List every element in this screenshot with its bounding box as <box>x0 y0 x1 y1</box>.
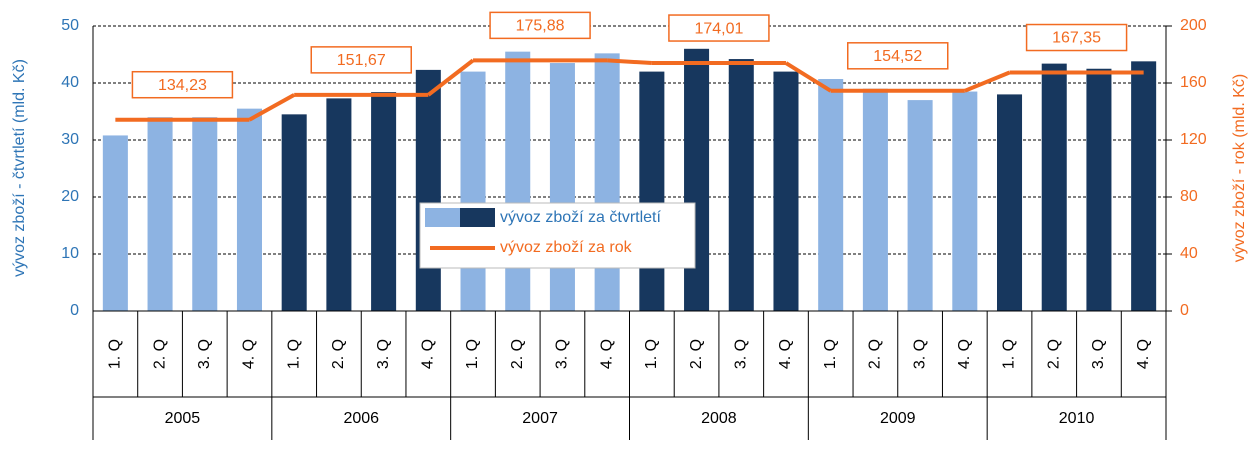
x-tick-label: 1. Q <box>1001 339 1018 369</box>
y-tick-label: 20 <box>61 188 79 205</box>
x-tick-label: 1. Q <box>643 339 660 369</box>
label-box <box>489 11 591 40</box>
line-connector <box>964 70 1011 93</box>
bar <box>684 48 710 312</box>
x-tick-label: 4. Q <box>777 339 794 369</box>
year-label: 2008 <box>701 410 737 427</box>
label-box <box>1025 23 1128 52</box>
year-label: 2010 <box>1059 410 1095 427</box>
label-box <box>847 42 949 70</box>
bar <box>639 71 665 311</box>
data-label: 174,01 <box>694 20 743 37</box>
x-tick-label: 4. Q <box>956 339 973 369</box>
data-label: 167,35 <box>1052 30 1101 47</box>
bar <box>549 63 575 311</box>
bar <box>281 114 307 311</box>
y2-tick-label: 160 <box>1180 74 1207 91</box>
bar <box>773 71 799 311</box>
data-label: 134,23 <box>158 77 207 94</box>
year-label: 2009 <box>880 410 916 427</box>
x-tick-label: 4. Q <box>1135 339 1152 369</box>
y-tick-label: 30 <box>61 131 79 148</box>
bar <box>147 117 173 311</box>
line-connector <box>607 58 652 66</box>
x-tick-label: 3. Q <box>911 339 928 369</box>
bar <box>460 71 486 311</box>
bar <box>907 100 933 311</box>
bar <box>862 88 888 311</box>
bar <box>415 69 441 311</box>
x-tick-label: 3. Q <box>196 339 213 369</box>
x-tick-label: 1. Q <box>107 339 124 369</box>
label-box <box>131 70 234 99</box>
x-tick-label: 1. Q <box>822 339 839 369</box>
x-tick-label: 2. Q <box>151 339 168 369</box>
x-tick-label: 3. Q <box>375 339 392 369</box>
year-label: 2005 <box>165 410 201 427</box>
y-tick-label: 10 <box>61 245 79 262</box>
legend-swatch <box>425 208 460 227</box>
bar <box>997 94 1023 312</box>
x-tick-label: 4. Q <box>420 339 437 369</box>
bar <box>728 59 754 312</box>
y2-tick-label: 40 <box>1180 245 1198 262</box>
y2-tick-label: 200 <box>1180 17 1207 34</box>
label-box <box>668 14 770 42</box>
x-tick-label: 2. Q <box>688 339 705 369</box>
x-tick-label: 3. Q <box>732 339 749 369</box>
bar <box>236 108 262 312</box>
bar <box>952 91 978 311</box>
x-tick-label: 4. Q <box>241 339 258 369</box>
bar <box>505 51 531 312</box>
y2-axis-label: vývoz zboží - rok (mld. Kč) <box>1231 74 1248 262</box>
x-tick-label: 3. Q <box>1090 339 1107 369</box>
x-tick-label: 1. Q <box>464 339 481 369</box>
line-connector <box>248 93 296 122</box>
x-tick-label: 3. Q <box>554 339 571 369</box>
bar <box>1131 61 1157 312</box>
x-tick-label: 2. Q <box>330 339 347 369</box>
data-label: 154,52 <box>873 48 922 65</box>
bar <box>192 117 218 311</box>
legend-swatch <box>460 208 495 227</box>
y-tick-label: 0 <box>70 302 79 319</box>
x-tick-label: 2. Q <box>1045 339 1062 369</box>
y2-tick-label: 120 <box>1180 131 1207 148</box>
x-tick-label: 4. Q <box>598 339 615 369</box>
y-axis-label: vývoz zboží - čtvrtletí (mld. Kč) <box>11 59 28 277</box>
line-connector <box>427 58 475 97</box>
y-tick-label: 40 <box>61 74 79 91</box>
bar <box>1086 68 1112 311</box>
data-label: 175,88 <box>516 18 565 35</box>
x-tick-label: 1. Q <box>285 339 302 369</box>
x-tick-label: 2. Q <box>509 339 526 369</box>
y-tick-label: 50 <box>61 17 79 34</box>
x-tick-label: 2. Q <box>867 339 884 369</box>
bar <box>102 135 128 311</box>
y2-tick-label: 0 <box>1180 302 1189 319</box>
year-label: 2006 <box>343 410 379 427</box>
year-label: 2007 <box>522 410 558 427</box>
bar <box>326 98 352 311</box>
bar <box>594 53 620 312</box>
legend-label: vývoz zboží za rok <box>500 239 633 256</box>
y2-tick-label: 80 <box>1180 188 1198 205</box>
line-connector <box>784 61 832 93</box>
bar <box>1041 63 1067 312</box>
legend-label: vývoz zboží za čtvrtletí <box>500 209 661 226</box>
label-box <box>310 46 412 74</box>
bar <box>371 92 397 312</box>
data-label: 151,67 <box>337 52 386 69</box>
bar <box>818 79 844 311</box>
